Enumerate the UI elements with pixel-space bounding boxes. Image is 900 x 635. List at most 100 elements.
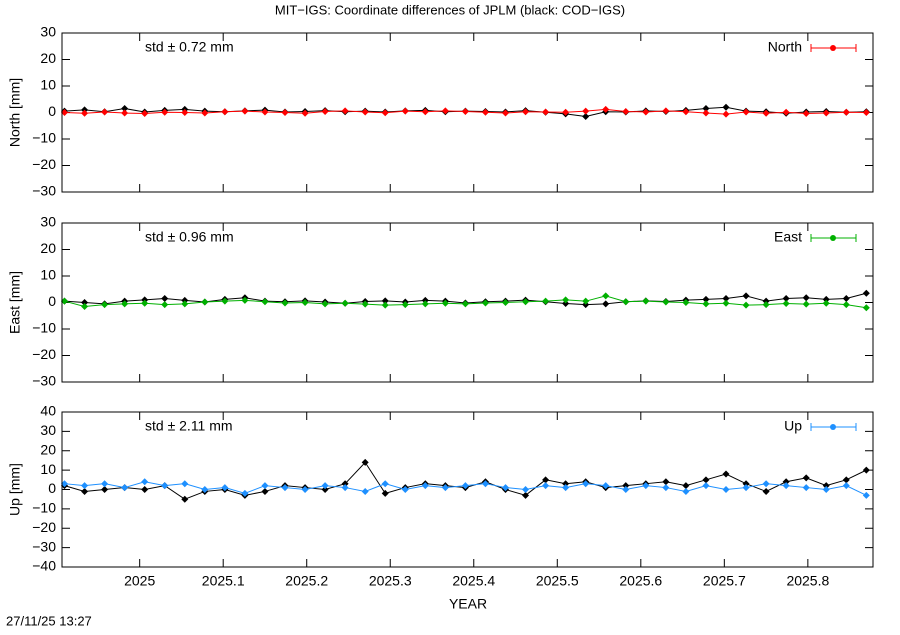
point — [121, 105, 129, 113]
y-tick-label: −40 — [32, 558, 56, 574]
point — [802, 300, 810, 308]
point — [261, 108, 269, 116]
y-tick-label: 10 — [40, 77, 56, 93]
point — [141, 478, 149, 486]
point — [802, 294, 810, 302]
point — [161, 295, 169, 303]
x-axis-label: YEAR — [449, 596, 487, 612]
point — [802, 474, 810, 482]
y-axis-label: East [mm] — [7, 271, 23, 334]
point — [742, 480, 750, 488]
y-tick-label: −10 — [32, 320, 56, 336]
point — [822, 109, 830, 117]
point — [702, 105, 710, 113]
point — [862, 466, 870, 474]
point — [281, 484, 289, 492]
point — [662, 478, 670, 486]
point — [81, 109, 89, 117]
point — [181, 495, 189, 503]
y-tick-label: 20 — [40, 240, 56, 256]
point — [822, 295, 830, 303]
point — [722, 295, 730, 303]
point — [602, 482, 610, 490]
point — [702, 300, 710, 308]
point — [201, 109, 209, 117]
point — [682, 482, 690, 490]
point — [862, 304, 870, 312]
point — [702, 482, 710, 490]
point — [502, 109, 510, 117]
point — [582, 480, 590, 488]
point — [441, 107, 449, 115]
point — [542, 482, 550, 490]
point — [181, 480, 189, 488]
y-tick-label: 30 — [40, 214, 56, 230]
point — [401, 301, 409, 309]
y-tick-label: −30 — [32, 538, 56, 554]
point — [602, 292, 610, 300]
x-tick-label: 2025 — [124, 573, 155, 589]
point — [141, 110, 149, 118]
point — [161, 108, 169, 116]
point — [782, 482, 790, 490]
point — [361, 458, 369, 466]
point — [822, 299, 830, 307]
y-tick-label: −30 — [32, 373, 56, 389]
point — [461, 107, 469, 115]
point — [261, 482, 269, 490]
point — [782, 478, 790, 486]
point — [642, 108, 650, 116]
x-tick-label: 2025.3 — [369, 573, 412, 589]
x-tick-label: 2025.5 — [536, 573, 579, 589]
point — [221, 297, 229, 305]
point — [862, 289, 870, 297]
y-axis-label: North [mm] — [7, 78, 23, 147]
point — [862, 109, 870, 116]
point — [161, 301, 169, 309]
point — [141, 486, 149, 493]
point — [802, 110, 810, 118]
legend-label: Up — [784, 418, 802, 434]
point — [742, 484, 750, 492]
point — [522, 298, 530, 306]
point — [622, 482, 630, 490]
annotation: std ± 0.96 mm — [145, 229, 234, 245]
chart-title: MIT−IGS: Coordinate differences of JPLM … — [275, 2, 625, 17]
point — [61, 297, 69, 305]
point — [321, 107, 329, 115]
point — [842, 295, 850, 303]
point — [261, 487, 269, 495]
point — [221, 484, 229, 492]
y-tick-label: 0 — [48, 480, 56, 496]
point — [622, 107, 630, 115]
y-tick-label: −10 — [32, 130, 56, 146]
point — [562, 480, 570, 488]
point — [421, 300, 429, 308]
point — [221, 108, 229, 116]
point — [421, 482, 429, 490]
point — [722, 299, 730, 307]
point — [762, 487, 770, 495]
legend-marker — [830, 45, 836, 51]
point — [762, 480, 770, 488]
x-tick-label: 2025.8 — [786, 573, 829, 589]
legend-label: East — [774, 229, 802, 245]
point — [562, 484, 570, 492]
point — [481, 480, 489, 488]
point — [822, 486, 830, 493]
point — [702, 109, 710, 117]
point — [81, 487, 89, 495]
point — [802, 484, 810, 492]
legend-label: North — [768, 39, 802, 55]
point — [842, 108, 850, 116]
point — [181, 109, 189, 116]
point — [782, 295, 790, 303]
point — [141, 299, 149, 307]
point — [101, 480, 109, 488]
point — [381, 301, 389, 309]
point — [642, 482, 650, 490]
point — [281, 109, 289, 116]
legend-marker — [830, 424, 836, 430]
point — [281, 299, 289, 307]
